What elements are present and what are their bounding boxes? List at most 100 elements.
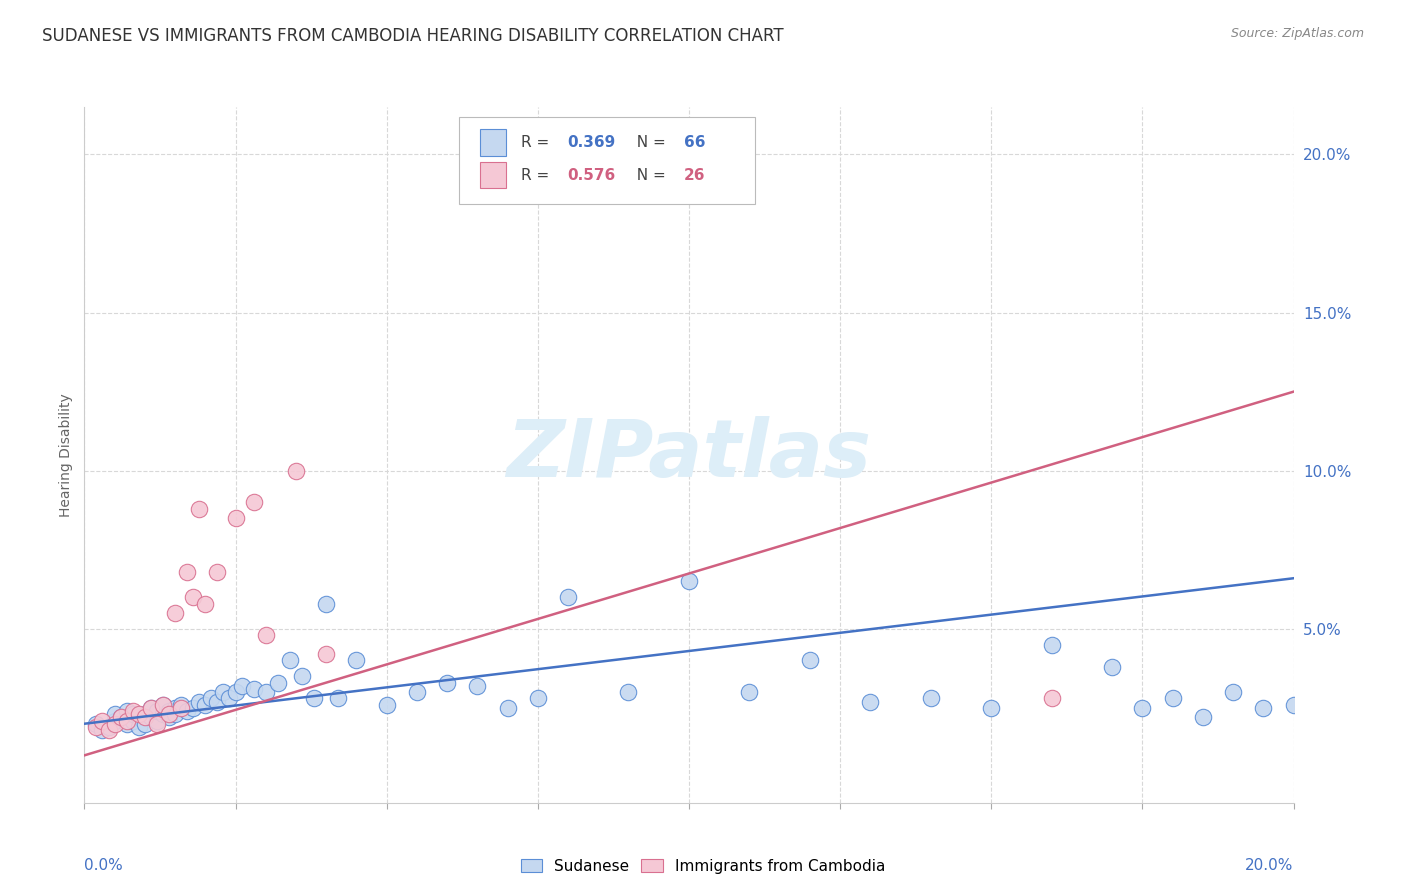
Point [181, 701, 204, 715]
FancyBboxPatch shape [479, 162, 506, 188]
Point [181, 591, 204, 605]
Point [97, 723, 120, 737]
Point [170, 701, 193, 715]
Point [1251, 701, 1274, 715]
Point [526, 691, 548, 706]
Text: Source: ZipAtlas.com: Source: ZipAtlas.com [1230, 27, 1364, 40]
Point [176, 704, 198, 718]
Point [134, 716, 156, 731]
Point [134, 710, 156, 724]
Point [1040, 691, 1063, 706]
Point [176, 565, 198, 579]
Point [146, 704, 169, 718]
Point [1222, 685, 1244, 699]
Text: 66: 66 [685, 135, 706, 150]
Text: 0.576: 0.576 [567, 168, 614, 183]
Point [194, 597, 217, 611]
Point [231, 679, 253, 693]
Point [163, 606, 186, 620]
Point [496, 701, 519, 715]
Point [110, 710, 132, 724]
Point [128, 720, 150, 734]
Text: 20.0%: 20.0% [1246, 858, 1294, 872]
Point [284, 464, 308, 478]
Point [157, 704, 180, 718]
Point [152, 707, 174, 722]
Point [152, 698, 174, 712]
Point [104, 714, 127, 728]
Point [557, 591, 579, 605]
Text: R =: R = [520, 135, 554, 150]
Point [121, 707, 143, 722]
Point [194, 698, 217, 712]
Point [91, 714, 114, 728]
Text: ZIPatlas: ZIPatlas [506, 416, 872, 494]
Point [738, 685, 761, 699]
Point [302, 691, 325, 706]
Point [104, 716, 127, 731]
Point [146, 716, 169, 731]
Point [97, 720, 120, 734]
Point [91, 723, 114, 737]
Point [242, 495, 264, 509]
Point [139, 701, 162, 715]
Point [128, 707, 150, 722]
Point [346, 653, 368, 667]
Point [121, 704, 143, 718]
Point [315, 597, 337, 611]
Point [291, 669, 314, 683]
Point [375, 698, 398, 712]
Point [315, 647, 337, 661]
Point [242, 681, 264, 696]
Point [406, 685, 429, 699]
Text: N =: N = [627, 168, 671, 183]
Text: R =: R = [520, 168, 554, 183]
Point [617, 685, 640, 699]
Point [218, 691, 240, 706]
Point [212, 685, 235, 699]
Point [188, 501, 211, 516]
Point [1282, 698, 1305, 712]
Point [328, 691, 350, 706]
Point [163, 707, 186, 722]
Point [188, 695, 211, 709]
Text: 26: 26 [685, 168, 706, 183]
Point [134, 707, 156, 722]
Point [225, 511, 247, 525]
Point [128, 710, 150, 724]
Point [139, 701, 162, 715]
Point [267, 675, 290, 690]
Text: 0.0%: 0.0% [84, 858, 124, 872]
Point [278, 653, 301, 667]
Point [86, 720, 108, 734]
Point [121, 714, 143, 728]
Point [678, 574, 700, 589]
Point [200, 691, 222, 706]
Point [254, 685, 277, 699]
Point [115, 716, 138, 731]
Point [1101, 660, 1123, 674]
Point [86, 716, 108, 731]
Point [170, 698, 193, 712]
Point [115, 704, 138, 718]
Text: SUDANESE VS IMMIGRANTS FROM CAMBODIA HEARING DISABILITY CORRELATION CHART: SUDANESE VS IMMIGRANTS FROM CAMBODIA HEA… [42, 27, 783, 45]
Point [436, 675, 458, 690]
Point [1130, 701, 1153, 715]
Point [799, 653, 821, 667]
Y-axis label: Hearing Disability: Hearing Disability [59, 393, 73, 516]
Point [115, 714, 138, 728]
FancyBboxPatch shape [479, 129, 506, 156]
Point [1040, 638, 1063, 652]
Point [207, 695, 229, 709]
Point [1191, 710, 1213, 724]
Point [467, 679, 489, 693]
Point [859, 695, 882, 709]
Point [110, 710, 132, 724]
Point [920, 691, 942, 706]
Text: 0.369: 0.369 [567, 135, 614, 150]
Point [104, 707, 127, 722]
Point [163, 701, 186, 715]
Point [1161, 691, 1184, 706]
Point [139, 710, 162, 724]
Point [146, 714, 169, 728]
